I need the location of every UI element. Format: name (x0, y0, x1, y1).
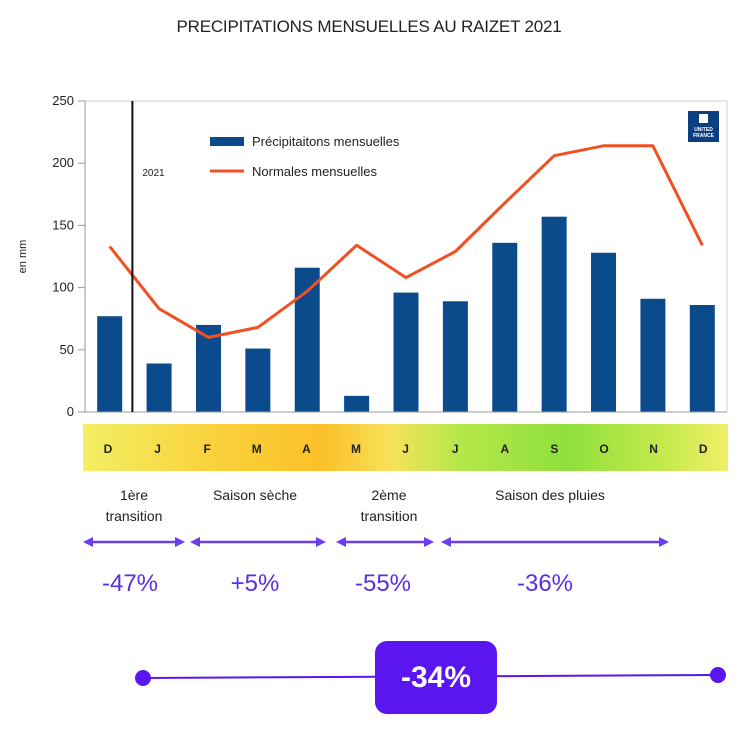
season-label-saison-seche: Saison sèche (212, 487, 298, 503)
total-span-start-dot (135, 670, 151, 686)
month-label-11: N (649, 442, 658, 456)
chart-title: PRECIPITATIONS MENSUELLES AU RAIZET 2021 (176, 17, 562, 36)
bar-0 (97, 316, 123, 412)
month-label-7: J (452, 442, 459, 456)
y-tick-label: 100 (52, 280, 74, 295)
bar-9 (541, 216, 567, 412)
total-span-end-dot (710, 667, 726, 683)
bar-8 (492, 242, 518, 412)
season-label-saison-des-pluies: Saison des pluies (495, 487, 605, 503)
logo-text-line2: FRANCE (693, 133, 714, 139)
arrow-saison-des-pluies-head-left (441, 537, 451, 547)
month-label-6: J (402, 442, 409, 456)
bar-1 (146, 363, 172, 412)
bar-7 (442, 301, 468, 412)
y-tick-label: 150 (52, 217, 74, 232)
total-change-badge: -34% (375, 641, 497, 714)
legend-label-normales: Normales mensuelles (252, 164, 377, 179)
month-label-10: O (599, 442, 608, 456)
arrow-2eme-transition (336, 537, 434, 547)
arrow-2eme-transition-head-left (336, 537, 346, 547)
bar-6 (393, 292, 419, 412)
month-label-9: S (550, 442, 558, 456)
y-tick-label: 250 (52, 93, 74, 108)
month-band-background (83, 424, 728, 471)
month-label-0: D (104, 442, 113, 456)
arrow-saison-seche-head-right (316, 537, 326, 547)
season-label-2eme-transition: 2ème transition (360, 487, 418, 524)
y-tick-label: 200 (52, 155, 74, 170)
arrow-2eme-transition-head-right (424, 537, 434, 547)
month-label-12: D (699, 442, 708, 456)
season-pct-1ere-transition: -47% (101, 570, 159, 597)
bar-2 (195, 324, 221, 412)
normales-line (108, 144, 704, 339)
y-axis-label: en mm (17, 240, 29, 274)
season-pct-saison-des-pluies: -36% (516, 570, 574, 597)
month-label-5: M (351, 442, 361, 456)
month-label-3: M (252, 442, 262, 456)
arrow-1ere-transition (83, 537, 185, 547)
logo-text-line1: UNITED (694, 127, 713, 133)
season-pct-saison-seche: +5% (230, 570, 280, 597)
legend-label-precip: Précipitaitons mensuelles (252, 134, 400, 149)
y-tick-label: 50 (60, 342, 74, 357)
arrow-saison-des-pluies (441, 537, 669, 547)
arrow-1ere-transition-head-right (175, 537, 185, 547)
bar-11 (640, 298, 666, 412)
arrow-saison-seche (190, 537, 326, 547)
y-tick-label: 0 (67, 404, 74, 419)
legend-swatch-precip (210, 137, 244, 146)
month-label-2: F (204, 442, 211, 456)
bar-3 (245, 348, 271, 412)
arrow-1ere-transition-head-left (83, 537, 93, 547)
month-label-4: A (302, 442, 311, 456)
logo-mark (699, 114, 708, 123)
season-label-1ere-transition: 1ère transition (105, 487, 163, 524)
arrow-saison-des-pluies-head-right (659, 537, 669, 547)
year-marker-label: 2021 (142, 168, 165, 179)
bar-12 (689, 305, 715, 412)
arrow-saison-seche-head-left (190, 537, 200, 547)
season-pct-2eme-transition: -55% (354, 570, 412, 597)
bar-10 (591, 252, 617, 412)
bar-5 (344, 395, 370, 412)
month-label-8: A (500, 442, 509, 456)
month-label-1: J (154, 442, 161, 456)
